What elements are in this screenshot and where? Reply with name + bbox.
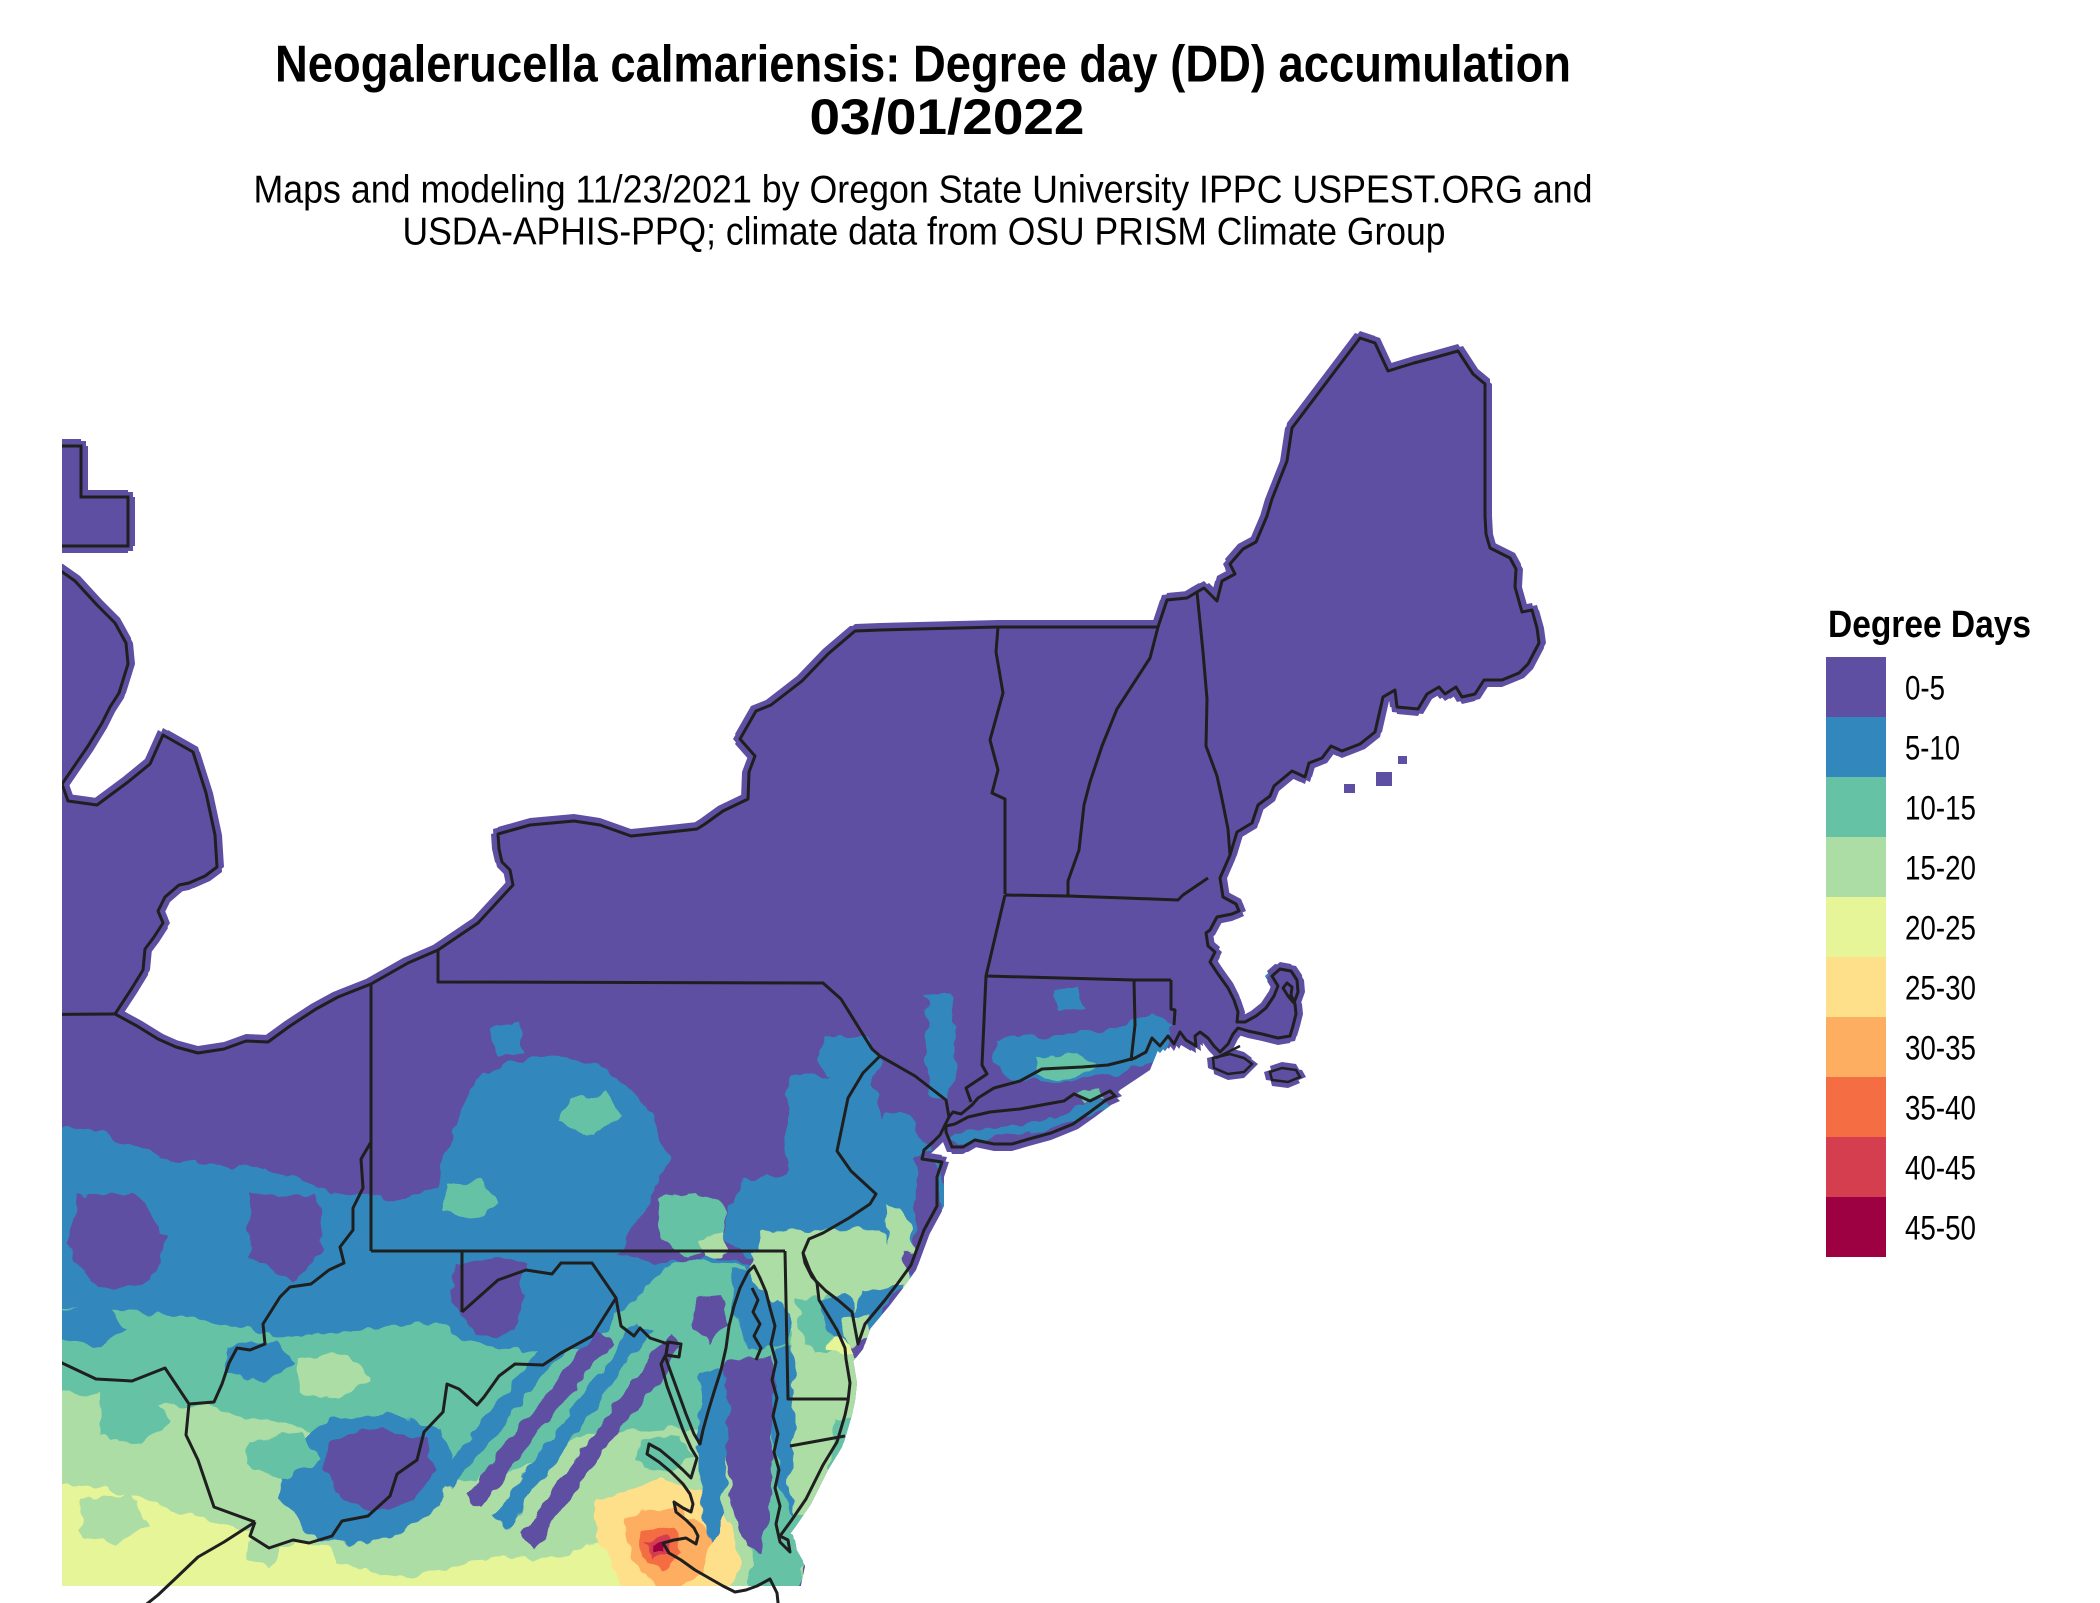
svg-text:45-50: 45-50 (1905, 1210, 1976, 1248)
svg-text:0-5: 0-5 (1905, 670, 1945, 708)
svg-text:Degree Days: Degree Days (1828, 604, 2031, 646)
svg-text:USDA-APHIS-PPQ; climate data f: USDA-APHIS-PPQ; climate data from OSU PR… (403, 211, 1446, 254)
svg-text:Neogalerucella calmariensis: D: Neogalerucella calmariensis: Degree day … (275, 35, 1571, 93)
svg-text:03/01/2022: 03/01/2022 (810, 89, 1085, 145)
svg-text:25-30: 25-30 (1905, 970, 1976, 1008)
svg-text:20-25: 20-25 (1905, 910, 1976, 948)
svg-text:15-20: 15-20 (1905, 850, 1976, 888)
svg-text:10-15: 10-15 (1905, 790, 1976, 828)
svg-text:35-40: 35-40 (1905, 1090, 1976, 1128)
svg-text:Maps and modeling 11/23/2021 b: Maps and modeling 11/23/2021 by Oregon S… (254, 169, 1593, 212)
svg-text:5-10: 5-10 (1905, 730, 1960, 768)
svg-text:40-45: 40-45 (1905, 1150, 1976, 1188)
svg-text:30-35: 30-35 (1905, 1030, 1976, 1068)
